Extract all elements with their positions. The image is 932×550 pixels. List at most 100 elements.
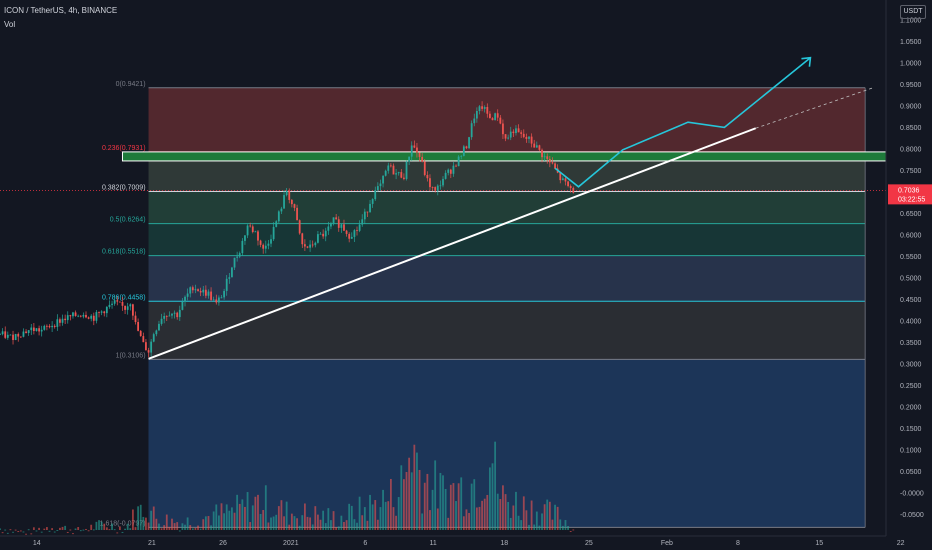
volume-bar	[267, 522, 270, 530]
candle-body	[233, 257, 236, 268]
price-axis-panel	[886, 0, 932, 550]
candle-body	[246, 225, 249, 236]
candle-body	[337, 219, 340, 228]
candle-body	[384, 170, 387, 176]
volume-bar	[233, 512, 236, 530]
candle-body	[113, 300, 116, 304]
candle-body	[572, 187, 575, 193]
volume-bar	[35, 530, 38, 532]
candle-body	[348, 233, 351, 239]
projection-arrowhead	[801, 56, 812, 67]
volume-bar	[499, 499, 502, 530]
volume-bar	[9, 529, 12, 531]
volume-bar	[19, 530, 22, 532]
volume-bar	[0, 528, 1, 530]
x-tick-label: 22	[897, 540, 905, 547]
x-tick-label: 15	[815, 540, 823, 547]
volume-bar	[194, 527, 197, 530]
volume-bar	[249, 522, 252, 530]
volume-bar	[142, 516, 145, 530]
candle-body	[142, 336, 145, 343]
candle-body	[525, 136, 528, 139]
candle-body	[171, 313, 173, 316]
volume-bar	[257, 494, 259, 530]
candle-body	[257, 231, 259, 241]
volume-bar	[186, 517, 189, 530]
x-tick-label: 26	[219, 540, 227, 547]
candle-body	[473, 118, 476, 124]
candle-body	[462, 146, 465, 156]
volume-bar	[22, 531, 25, 533]
y-tick-label: 0.8500	[900, 125, 922, 132]
candle-body	[85, 314, 87, 318]
y-tick-label: 0.3500	[900, 340, 922, 347]
volume-bar	[204, 516, 207, 530]
volume-bar	[496, 493, 499, 530]
volume-bar	[215, 504, 218, 530]
candle-body	[403, 177, 405, 179]
volume-bar	[134, 527, 137, 530]
candle-body	[251, 226, 254, 233]
volume-bar	[403, 479, 405, 530]
volume-bar	[426, 473, 429, 530]
volume-bar	[475, 507, 478, 530]
volume-bar	[288, 524, 291, 530]
candle-body	[311, 244, 314, 246]
candle-body	[298, 220, 301, 234]
candle-body	[418, 152, 421, 157]
candle-body	[499, 117, 502, 124]
volume-bar	[98, 520, 100, 530]
volume-bar	[452, 483, 455, 530]
fib-level-label: 0.618(0.5518)	[102, 249, 146, 256]
candle-body	[27, 330, 30, 333]
candle-body	[431, 187, 434, 188]
candle-body	[416, 147, 418, 153]
volume-bar	[254, 496, 257, 530]
candle-body	[121, 301, 124, 306]
volume-bar	[202, 519, 205, 530]
candle-body	[436, 185, 439, 191]
candle-body	[46, 325, 48, 327]
candle-body	[478, 106, 481, 111]
candle-body	[82, 314, 85, 317]
volume-bar	[416, 452, 418, 530]
volume-bar	[374, 500, 377, 530]
fib-level-label: 1(0.3106)	[116, 352, 146, 359]
volume-bar	[567, 526, 569, 530]
candle-body	[319, 233, 322, 235]
candle-body	[150, 341, 153, 353]
candle-body	[272, 226, 275, 240]
candle-body	[296, 207, 298, 221]
volume-bar	[113, 529, 116, 531]
candle-body	[191, 287, 194, 291]
y-tick-label: 0.8000	[900, 146, 922, 153]
y-tick-label: 0.2000	[900, 405, 922, 412]
candle-body	[528, 136, 530, 139]
volume-bar	[129, 528, 132, 530]
volume-bar	[77, 527, 80, 530]
volume-bar	[319, 519, 322, 530]
volume-bar	[408, 457, 411, 530]
candle-body	[392, 165, 395, 175]
candle-body	[280, 208, 283, 212]
candle-body	[340, 224, 343, 228]
currency-badge[interactable]: USDT	[900, 5, 926, 19]
volume-bar	[489, 467, 491, 530]
fib-zone-extension	[148, 359, 866, 528]
candle-body	[543, 156, 546, 158]
candle-body	[376, 186, 379, 191]
volume-bar	[72, 533, 74, 535]
volume-bar	[95, 521, 98, 530]
candle-body	[160, 318, 163, 324]
volume-bar	[32, 527, 35, 530]
candle-body	[267, 243, 270, 246]
volume-bar	[191, 528, 194, 530]
volume-bar	[296, 518, 298, 530]
candle-body	[366, 211, 369, 213]
candle-body	[395, 173, 397, 175]
volume-bar	[530, 500, 533, 530]
volume-bar	[124, 528, 126, 530]
candle-body	[426, 174, 429, 179]
fib-level-label: 0.786(0.4458)	[102, 294, 146, 301]
